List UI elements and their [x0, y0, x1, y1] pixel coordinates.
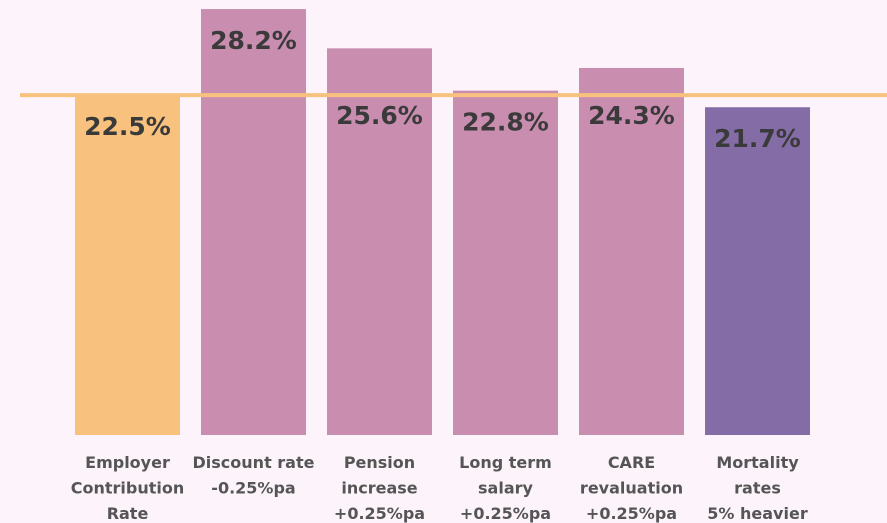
x-tick-label-line: Contribution	[71, 478, 185, 497]
x-tick-label: Discount rate -0.25%pa	[193, 453, 315, 498]
bar	[201, 9, 306, 435]
x-tick-label-line: +0.25%pa	[586, 504, 677, 523]
bar	[75, 95, 180, 435]
x-tick-label-line: +0.25%pa	[334, 504, 425, 523]
x-tick-label-line: revaluation	[580, 478, 683, 497]
x-tick-label: Long term salary +0.25%pa	[459, 453, 552, 523]
value-label: 21.7%	[714, 124, 801, 153]
x-tick-label-line: -0.25%pa	[211, 478, 295, 497]
x-tick-label-line: Rate	[107, 504, 149, 523]
bar	[705, 107, 810, 435]
x-tick-label-line: +0.25%pa	[460, 504, 551, 523]
value-label: 22.5%	[84, 112, 171, 141]
x-tick-label: Pension increase +0.25%pa	[334, 453, 425, 523]
x-tick-label-line: rates	[734, 478, 781, 497]
x-tick-label-line: Pension	[344, 453, 415, 472]
x-tick-label-line: 5% heavier	[707, 504, 808, 523]
x-tick-label: Employer Contribution Rate	[71, 453, 185, 523]
x-tick-label: CARE revaluation +0.25%pa	[580, 453, 683, 523]
x-tick-label-line: salary	[478, 478, 533, 497]
x-tick-label-line: Mortality	[716, 453, 799, 472]
x-tick-label-line: Employer	[85, 453, 170, 472]
x-tick-label: Mortality rates 5% heavier	[707, 453, 808, 523]
value-label: 24.3%	[588, 101, 675, 130]
x-tick-label-line: Discount rate	[193, 453, 315, 472]
bar	[579, 67, 684, 435]
bar	[453, 90, 558, 435]
x-tick-label-line: Long term	[459, 453, 552, 472]
value-label: 28.2%	[210, 26, 297, 55]
bar	[327, 48, 432, 435]
x-tick-label-line: increase	[341, 478, 417, 497]
value-label: 22.8%	[462, 108, 549, 137]
value-label: 25.6%	[336, 101, 423, 130]
x-tick-label-line: CARE	[608, 453, 655, 472]
